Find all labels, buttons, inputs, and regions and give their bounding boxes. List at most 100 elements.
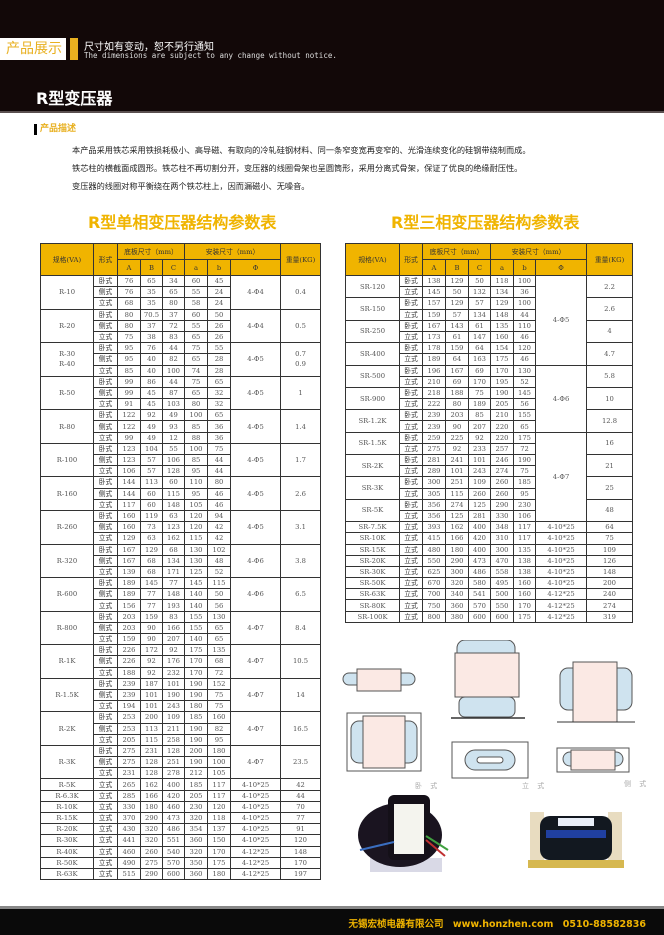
horizontal-mount-diagram [342,668,422,772]
dim-b-cell: 50 [445,286,469,299]
type-cell: 卧式 [93,610,118,623]
dim-b-cell: 92 [445,442,469,456]
dim-a-cell: 55 [184,319,209,332]
dim-a-cell: 144 [117,487,141,500]
weight-cell: 170 [280,856,322,869]
dim-b-cell: 100 [513,274,537,288]
dim-b-cell: 46 [513,330,537,344]
dim-a-cell: 260 [490,487,515,500]
dim-a-cell: 356 [422,498,446,511]
dim-b-cell: 231 [140,744,163,758]
dim-c-cell: 258 [161,733,186,746]
spec-cell: SR-63K [345,588,400,601]
dim-c-cell: 207 [467,420,492,433]
dim-b-cell: 104 [140,442,163,456]
dim-c-cell: 101 [467,453,492,467]
dim-b-cell: 188 [445,386,469,400]
type-cell: 立式 [399,565,423,579]
weight-cell: 3.8 [280,543,322,579]
dim-c-cell: 115 [161,487,186,500]
dim-b-cell: 80 [207,476,232,489]
weight-cell: 77 [280,811,322,825]
dim-c-cell: 93 [161,420,186,433]
table-row: 侧式 203 90 166 155 65 [41,621,321,635]
dim-b-cell: 203 [445,409,469,422]
phi-cell: 4-Φ7 [535,431,588,523]
dim-a-cell: 170 [184,666,209,679]
dim-c-cell: 540 [161,845,186,858]
dim-b-cell: 172 [140,644,163,657]
dim-a-cell: 154 [490,342,515,355]
dim-a-cell: 75 [184,342,209,355]
spec-cell: R-100 [40,442,94,478]
table-row: R-10 卧式 76 65 34 60 45 4-Φ4 0.4 [40,274,322,310]
type-cell: 立式 [93,465,118,478]
type-cell: 卧式 [93,409,118,422]
dim-a-cell: 145 [422,286,446,299]
dim-b-cell: 75 [207,700,232,713]
dim-b-cell: 320 [140,823,163,836]
dim-a-cell: 145 [184,577,209,590]
table-row: SR-120 卧式 138 129 50 118 100 4-Φ5 2.2 [345,274,634,366]
dim-a-cell: 195 [490,375,515,388]
type-cell: 立式 [399,353,423,366]
table-row: 立式 129 63 162 115 42 [41,532,321,545]
dim-c-cell: 34 [161,274,186,288]
dim-c-cell: 193 [161,599,186,612]
product-photos [358,795,624,872]
dim-a-cell: 480 [422,543,446,556]
spec-cell: R-800 [40,610,94,646]
type-cell: 立式 [399,509,423,523]
dim-a-cell: 750 [422,599,446,612]
dim-c-cell: 400 [467,543,492,556]
dim-a-cell: 300 [490,543,515,556]
dim-a-cell: 167 [422,319,446,332]
type-cell: 立式 [93,666,118,679]
phi-cell: 4-Φ5 [230,442,282,478]
phi-cell: 4-Φ7 [230,711,282,746]
dim-b-cell: 166 [140,789,163,802]
col-type: 形式 [93,243,118,276]
dim-a-cell: 68 [117,297,141,310]
spec-cell: R-600 [40,577,94,612]
spec-cell: R-160 [40,476,94,511]
type-cell: 立式 [399,442,423,456]
type-cell: 侧式 [93,420,118,433]
dim-a-cell: 157 [422,297,446,310]
dim-a-cell: 139 [117,565,141,579]
dim-b-cell: 113 [140,476,163,489]
dim-a-cell: 370 [117,811,141,825]
dim-c-cell: 260 [467,487,492,500]
phi-cell: 4-12*25 [230,856,282,869]
website-link[interactable]: www.honzhen.com [452,919,554,930]
phi-cell: 4-Φ5 [230,342,282,377]
dim-c-cell: 92 [467,431,492,444]
dim-c-cell: 166 [161,621,186,635]
dim-a-cell: 226 [117,655,141,668]
dim-b-cell: 155 [513,409,537,422]
dim-b-cell: 26 [207,319,232,332]
phi-cell: 4-Φ5 [230,509,282,545]
weight-cell: 148 [280,845,322,858]
table-row: 侧式 226 92 176 170 68 [41,655,321,668]
dim-c-cell: 134 [161,554,186,567]
dim-b-cell: 68 [207,655,232,668]
spec-cell: R-1.5K [40,677,94,713]
dim-b-cell: 175 [207,856,232,869]
vertical-mount-diagram [451,640,529,779]
dim-a-cell: 189 [117,588,141,601]
dim-b-cell: 100 [207,756,232,769]
dim-a-cell: 60 [184,274,209,288]
dim-b-cell: 50 [207,308,232,321]
dim-b-cell: 56 [207,599,232,612]
dim-a-cell: 360 [184,834,209,847]
weight-cell: 274 [586,599,634,612]
page-header: 产品展示 尺寸如有变动，恕不另行通知 The dimensions are su… [0,0,664,113]
weight-cell: 0.7 0.9 [280,342,322,377]
dim-b-cell: 225 [445,431,469,444]
dim-b-cell: 42 [207,532,232,545]
dim-a-cell: 110 [184,476,209,489]
dim-b-cell: 162 [445,521,469,534]
dim-b-cell: 60 [140,487,163,500]
dim-c-cell: 278 [161,767,186,780]
